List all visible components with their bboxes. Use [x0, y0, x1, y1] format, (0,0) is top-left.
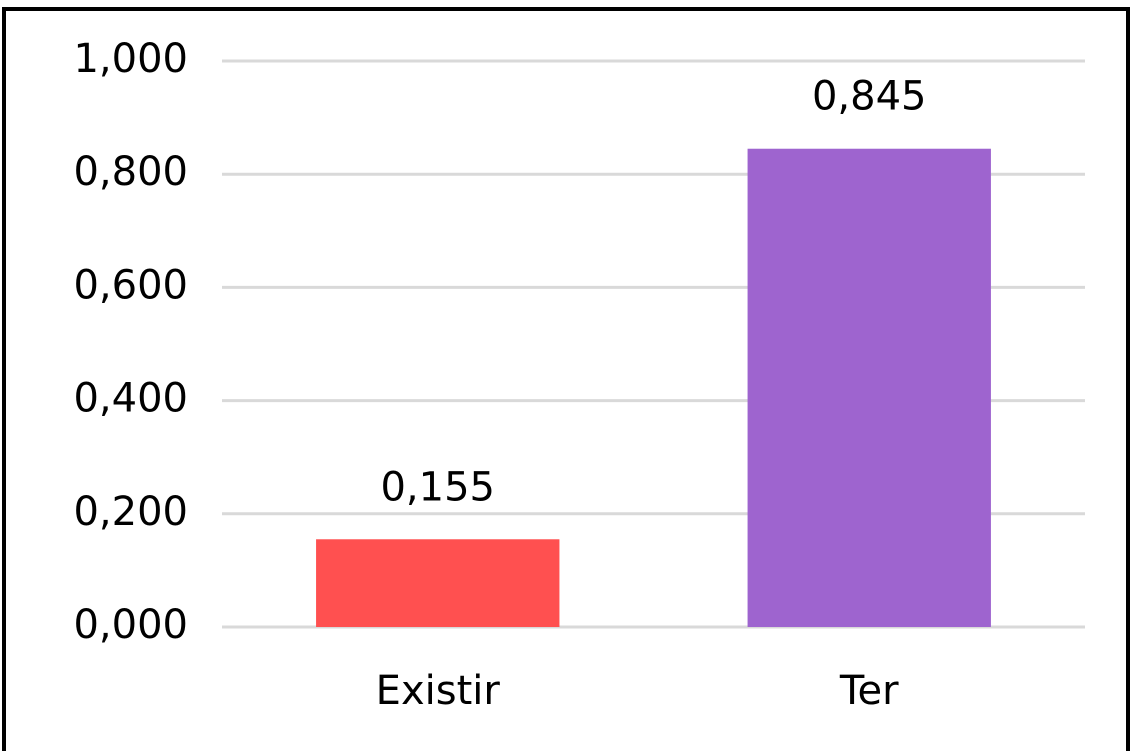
y-tick-label: 0,600	[73, 262, 188, 308]
bar	[316, 539, 560, 627]
y-tick-label: 0,800	[73, 149, 188, 195]
value-label: 0,845	[812, 74, 927, 120]
x-tick-label: Ter	[839, 668, 899, 714]
value-label: 0,155	[380, 464, 495, 510]
y-tick-label: 1,000	[73, 36, 188, 82]
y-tick-label: 0,400	[73, 376, 188, 422]
y-tick-label: 0,200	[73, 489, 188, 535]
bar	[747, 148, 991, 628]
x-tick-label: Existir	[376, 668, 501, 714]
y-tick-label: 0,000	[73, 602, 188, 648]
